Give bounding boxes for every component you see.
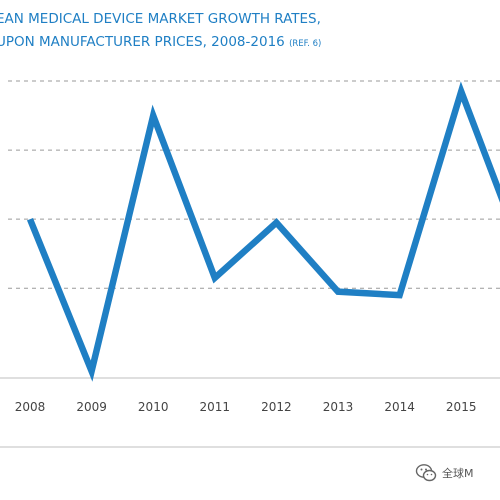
x-tick-label: 2012: [261, 400, 292, 414]
series-group: [26, 81, 500, 382]
wechat-icon: [415, 464, 437, 482]
gridlines: [8, 80, 500, 289]
title-line-1: EAN MEDICAL DEVICE MARKET GROWTH RATES,: [0, 11, 321, 27]
x-tick-label: 2010: [138, 400, 169, 414]
x-tick-label: 2015: [446, 400, 477, 414]
x-tick-labels: 200820092010201120122013201420152016: [15, 400, 477, 414]
x-tick-label: 2014: [384, 400, 415, 414]
watermark-text: 全球M: [442, 467, 474, 480]
x-tick-label: 2008: [15, 400, 46, 414]
series-line-0: [26, 81, 500, 382]
title-reference: (REF. 6): [289, 39, 322, 49]
watermark: 全球M: [415, 462, 474, 484]
x-tick-label: 2011: [200, 400, 231, 414]
chart-title: EAN MEDICAL DEVICE MARKET GROWTH RATES, …: [0, 8, 321, 56]
x-tick-label: 2013: [323, 400, 354, 414]
x-tick-label: 2009: [76, 400, 107, 414]
title-line-2: UPON MANUFACTURER PRICES, 2008-2016: [0, 34, 285, 50]
